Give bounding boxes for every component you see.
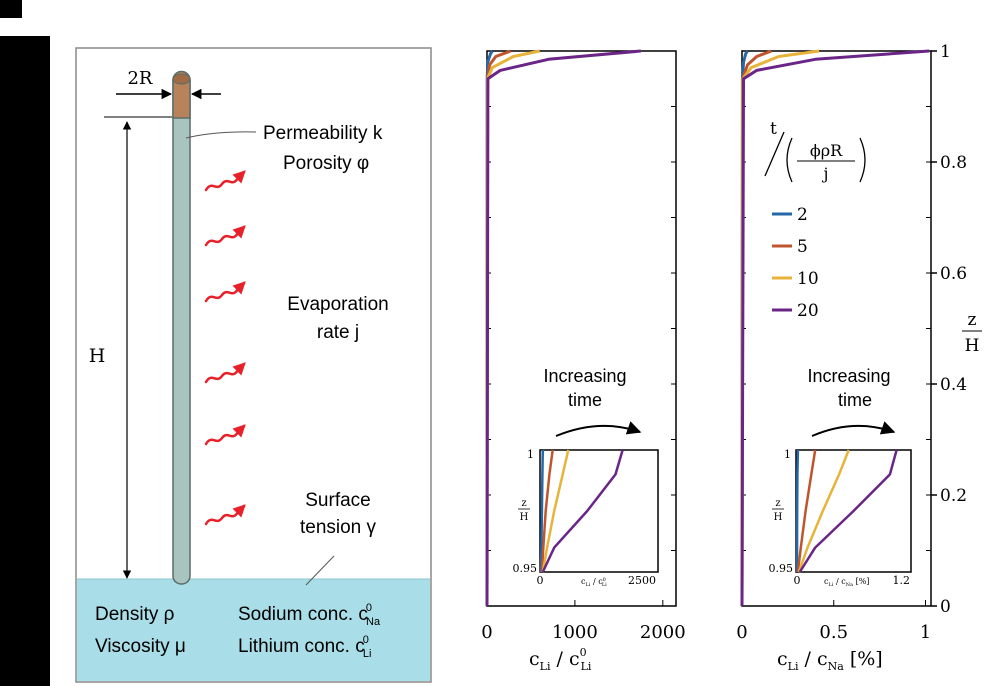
chart1-inset-series <box>539 449 624 573</box>
chart2-inset-series <box>795 449 898 573</box>
chart1-annotation-1: Increasing <box>543 366 626 386</box>
chart2-ylabel-num: z <box>968 310 977 330</box>
permeability-label: Permeability k <box>263 123 383 144</box>
evaporation-label-1: Evaporation <box>287 294 388 315</box>
lithium-concentration-chart: 0 1000 2000 Increasing time 1 0.95 z H 0 2… <box>481 49 686 673</box>
chart2-ytick-label: 0.2 <box>940 486 967 506</box>
chart2-ytick-label: 0.6 <box>940 264 967 284</box>
chart2-inset-ytick-top: 1 <box>784 448 791 461</box>
chart1-annotation-2: time <box>568 390 602 410</box>
chart2-annotation-2: time <box>838 390 872 410</box>
evaporation-arrow-3 <box>204 281 246 303</box>
chart1-inset-series-1 <box>539 449 545 573</box>
chart2-ylabel-den: H <box>965 336 980 356</box>
evaporation-arrow-6 <box>204 504 246 526</box>
chart2-series-2 <box>740 49 772 607</box>
chart1-inset-series-4 <box>541 449 624 573</box>
chart2-xlabel: cLi / cNa [%] <box>777 648 883 673</box>
legend-title-den: j <box>822 164 829 183</box>
chart2-inset-xtick-left: 0 <box>794 574 801 587</box>
evaporation-label-2: rate j <box>317 322 359 343</box>
porosity-label: Porosity φ <box>283 153 369 174</box>
chart1-inset-xtick-left: 0 <box>537 574 544 587</box>
schematic-frame <box>75 47 432 683</box>
chart2-xtick-label: 0 <box>736 622 747 643</box>
chart2-ytick-label: 0.4 <box>940 375 967 395</box>
chart1-series-3 <box>485 49 541 607</box>
chart1-inset-xtick-right: 2500 <box>628 574 656 587</box>
legend-entry-label: 5 <box>797 237 808 257</box>
height-label: H <box>89 345 106 367</box>
chart2-ytick-label: 0 <box>940 597 951 617</box>
legend-title-num: ϕρR <box>810 141 843 160</box>
evaporation-arrow-2 <box>204 225 246 247</box>
chart2-series <box>740 49 930 607</box>
chart1-inset: 1 0.95 z H 0 2500 cLi / c0 Li <box>513 448 659 588</box>
porous-rod <box>172 71 191 585</box>
legend-title-t: t <box>770 119 777 139</box>
chart1-inset-xlabel: cLi / c0 Li <box>581 577 607 588</box>
chart1-inset-ylabel-den: H <box>520 512 529 523</box>
chart2-ytick-label: 1 <box>940 42 951 62</box>
chart1-time-arrow <box>555 421 642 437</box>
viscosity-label: Viscosity μ <box>95 636 186 657</box>
chart1-series-4 <box>485 49 641 607</box>
evaporation-arrow-4 <box>204 362 246 384</box>
chart1-series <box>485 49 641 607</box>
chart2-ytick-label: 0.8 <box>940 153 967 173</box>
legend-entry-label: 20 <box>797 301 819 321</box>
legend: t ϕρR j 2 5 10 20 <box>764 119 866 321</box>
sodium-label: Sodium conc. c0 Na <box>238 602 381 628</box>
diameter-label: 2R <box>127 68 152 89</box>
chart2-x-ticks: 0 0.5 1 <box>736 600 931 643</box>
chart2-xtick-label: 0.5 <box>819 622 848 643</box>
chart2-inset-xtick-right: 1.2 <box>893 574 911 587</box>
chart2-inset-ytick-bottom: 0.95 <box>769 562 794 575</box>
evaporation-arrow-5 <box>204 424 246 446</box>
chart2-inset-series-4 <box>798 449 898 573</box>
chart2-inset-xlabel: cLi / cNa [%] <box>824 577 869 588</box>
chart1-xtick-label: 2000 <box>640 622 686 643</box>
chart2-series-4 <box>740 49 930 607</box>
lithium-sodium-ratio-chart: 0 0.5 1 00.20.40.60.81 z H t ϕρR j 251020 … <box>736 42 982 673</box>
corner-bar <box>0 0 22 18</box>
chart1-inset-ytick-bottom: 0.95 <box>513 562 538 575</box>
chart2-inset: 1 0.95 z H 0 1.2 cLi / cNa [%] <box>769 448 912 588</box>
evaporation-arrows <box>204 170 246 526</box>
lithium-label: Lithium conc. c0 Li <box>238 634 371 660</box>
surface-tension-label-2: tension γ <box>300 517 377 538</box>
chart2-annotation-1: Increasing <box>807 366 890 386</box>
capillary-schematic: 2R H Permeability k Porosity φ Evaporati… <box>75 47 432 683</box>
chart2-inset-series-3 <box>797 449 850 573</box>
chart2-inset-ylabel-num: z <box>775 498 780 509</box>
legend-entry-label: 10 <box>797 269 819 289</box>
left-edge-bar <box>0 36 50 686</box>
density-label: Density ρ <box>95 604 175 625</box>
chart2-xtick-label: 1 <box>920 622 931 643</box>
chart2-y-tick-labels: 0 0.2 0.4 0.6 0.8 1 <box>931 42 967 617</box>
surface-tension-label-1: Surface <box>305 490 370 511</box>
evaporation-arrow-1 <box>204 170 246 192</box>
chart2-inset-series-2 <box>796 449 817 573</box>
chart1-inset-ylabel-num: z <box>521 498 526 509</box>
chart2-y-ticks <box>742 106 931 551</box>
chart1-xtick-label: 1000 <box>552 622 598 643</box>
chart1-xtick-label: 0 <box>481 622 492 643</box>
chart2-inset-series-1 <box>795 449 800 573</box>
chart1-inset-series-3 <box>541 449 570 573</box>
chart2-time-arrow <box>811 421 896 437</box>
chart1-inset-series-2 <box>540 449 554 573</box>
liquid-reservoir <box>77 579 430 681</box>
chart1-xlabel: cLi / c0 Li <box>529 646 592 673</box>
chart1-inset-frame <box>539 449 659 573</box>
chart1-inset-ytick-top: 1 <box>527 448 534 461</box>
chart2-inset-ylabel-den: H <box>774 512 783 523</box>
legend-entry-label: 2 <box>797 205 808 225</box>
